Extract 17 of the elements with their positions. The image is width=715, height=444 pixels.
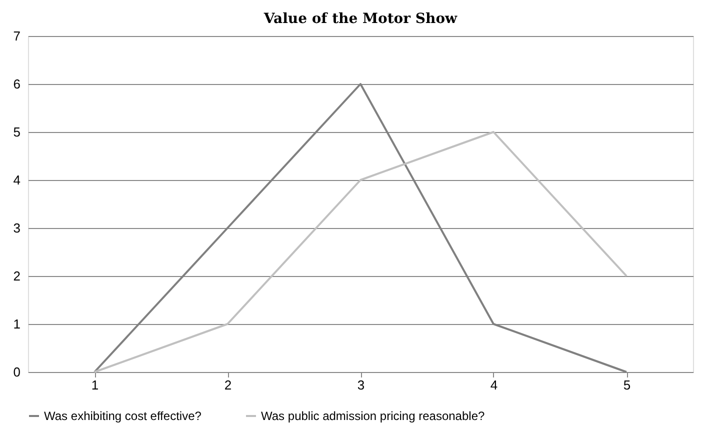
y-tick-label: 6 [13, 76, 20, 92]
legend-label: Was exhibiting cost effective? [44, 409, 202, 423]
line-series [94, 131, 628, 373]
x-tick-label: 5 [623, 378, 631, 392]
x-tick-label: 4 [490, 378, 498, 392]
y-tick-label: 1 [13, 316, 20, 332]
y-tick-label: 3 [13, 220, 20, 236]
y-tick-label: 2 [13, 268, 20, 284]
x-tick-label: 3 [357, 378, 365, 392]
x-tick-label: 2 [224, 378, 232, 392]
legend-label: Was public admission pricing reasonable? [261, 409, 485, 423]
y-tick-label: 7 [13, 28, 20, 44]
chart-title: Value of the Motor Show [262, 11, 458, 27]
y-tick-label: 5 [13, 124, 20, 140]
y-tick-label: 4 [13, 172, 20, 188]
y-tick-label: 0 [13, 364, 20, 380]
x-tick-label: 1 [91, 378, 99, 392]
